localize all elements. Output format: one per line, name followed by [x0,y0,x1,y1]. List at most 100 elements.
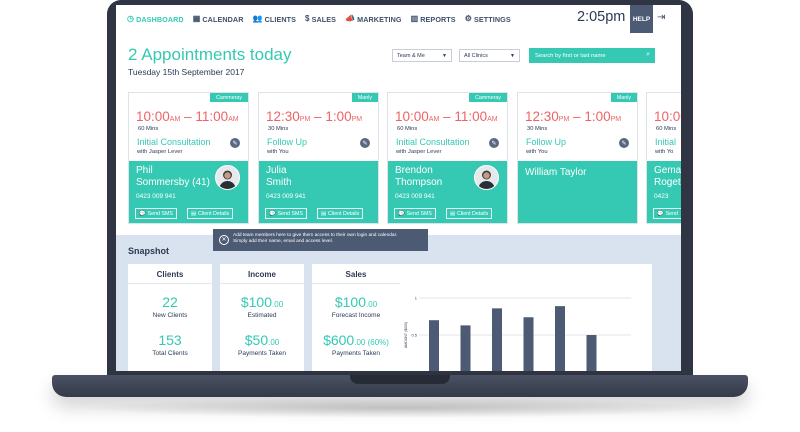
chat-icon: 💬 [657,210,664,217]
clients-title: Clients [156,270,184,279]
send-sms-button[interactable]: 💬 Send SMS [265,208,307,219]
start-time: 10:00 [395,109,429,124]
client-name-line-2: Smith [266,177,292,188]
client-block: William Taylor [518,161,637,223]
nav-item-label: SETTINGS [473,14,511,24]
avatar [215,165,240,190]
search-input[interactable]: Search by first or last name ⌕ [529,48,655,63]
send-sms-button[interactable]: 💬 Send SMS [394,208,436,219]
nav-item-marketing[interactable]: 📣 MARKETING [345,15,401,24]
chat-icon: 💬 [139,210,146,217]
client-name: Gema Roget [654,165,681,189]
nav-item-settings[interactable]: ⚙ SETTINGS [465,15,511,24]
payments-dollars: $50 [244,332,269,348]
onboarding-tooltip: ✕ Add team members here to give them acc… [213,229,428,251]
client-name-line-1: Phil [136,165,153,176]
edit-icon[interactable]: ✎ [360,138,370,148]
appointment-card[interactable]: Cammeray 10:00AM – 11:00AM 60 Mins Initial … [387,92,508,224]
end-ampm: AM [487,116,498,123]
nav-item-label: SALES [311,14,337,24]
nav-item-dashboard[interactable]: ◷ DASHBOARD [127,15,184,24]
appointment-card[interactable]: Manly 12:30PM – 1:00PM 30 Mins Follow Up wit… [258,92,379,224]
send-sms-button[interactable]: 💬 Send SMS [135,208,177,219]
client-details-button[interactable]: ▤ Client Details [446,208,493,219]
appointment-card[interactable]: Cammeray 10:00AM – 11:00AM 60 Mins Initial … [128,92,249,224]
page-title: 2 Appointments today [128,45,292,64]
start-time: 12:30 [266,109,300,124]
edit-icon[interactable]: ✎ [230,138,240,148]
nav-item-reports[interactable]: ▥ REPORTS [411,15,456,24]
new-clients-value: 22 [162,294,178,310]
start-time: 10:00 [136,109,170,124]
nav-item-calendar[interactable]: ▦ CALENDAR [193,15,244,24]
client-name: Julia Smith [266,165,292,189]
client-details-button[interactable]: ▤ Client Details [187,208,234,219]
end-time: 1:00 [325,109,352,124]
clock-icon: ◷ [127,14,135,23]
send-sms-label: Send SMS [147,210,173,217]
client-name-line-1: William Taylor [525,167,587,178]
end-time: 1:00 [584,109,611,124]
send-sms-button[interactable]: 💬 Send [653,208,681,219]
forecast-value: $100.00 [312,294,400,310]
practitioner: with Jasper Lever [396,149,442,155]
location-badge: Cammeray [210,93,248,102]
nav-item-clients[interactable]: 👥 CLIENTS [253,15,297,24]
payments-value: $50.00 [220,332,304,348]
bar-chart-icon: ▥ [410,14,419,23]
duration: 60 Mins [138,126,159,132]
search-placeholder: Search by first or last name [535,52,606,59]
client-block: Gema Roget 0423 💬 Send [647,161,681,223]
dollar-icon: $ [305,14,310,23]
id-card-icon: ▤ [191,210,197,217]
client-name: Brendon Thompson [395,165,442,189]
snapshot-section: Snapshot Clients 22 New Clients 153 Tota… [116,235,681,371]
page-date: Tuesday 15th September 2017 [128,67,245,77]
edit-icon[interactable]: ✎ [619,138,629,148]
client-phone: 0423 009 941 [266,193,306,200]
y-tick-label: 0.5 [411,333,417,338]
sales-taken-cents: .00 (60%) [354,338,389,347]
staff-select[interactable]: Team & Me ▼ [392,49,452,62]
close-icon[interactable]: ✕ [219,235,229,245]
clinic-select[interactable]: All Clinics ▼ [459,49,520,62]
help-button[interactable]: HELP [630,5,653,33]
duration: 30 Mins [268,126,289,132]
search-icon: ⌕ [646,51,650,58]
appointment-type: Initial Consultation [396,137,470,147]
send-sms-label: Send [665,210,678,217]
client-block: Brendon Thompson 0423 009 941 💬 Send SMS ▤ Cli… [388,161,507,223]
practitioner: with Yo [655,149,674,155]
staff-select-value: Team & Me [397,52,425,59]
client-details-button[interactable]: ▤ Client Details [317,208,364,219]
appointment-type: Initial [655,137,677,147]
logout-icon[interactable]: ⇥ [657,12,666,23]
client-phone: 0423 [654,193,669,200]
appointment-time: 12:30PM – 1:00PM [266,109,363,124]
divider [220,283,304,284]
total-clients-label: Total Clients [152,350,188,357]
users-icon: 👥 [252,14,263,23]
client-name-line-1: Julia [266,165,287,176]
appointment-time: 10:00AM – 11:00AM [136,109,239,124]
estimated-cents: .00 [272,300,284,309]
edit-icon[interactable]: ✎ [489,138,499,148]
laptop-shadow [80,398,720,418]
tooltip-line-2: Simply add their name, email and access … [233,239,333,244]
nav-item-sales[interactable]: $ SALES [305,15,336,24]
send-sms-label: Send SMS [406,210,432,217]
client-phone: 0423 009 941 [395,193,435,200]
id-card-icon: ▤ [321,210,327,217]
payments-cents: .00 [268,338,280,347]
chart-bar [586,335,597,371]
end-time: 11:00 [454,109,488,124]
chart-bar [492,308,502,371]
chart-bar [460,325,471,371]
calendar-icon: ▦ [192,14,201,23]
laptop-base [52,375,748,397]
total-clients-value: 153 [158,332,182,348]
chart-bar [429,320,439,371]
appointment-card[interactable]: Manly 12:30PM – 1:00PM 30 Mins Follow Up wit… [517,92,638,224]
